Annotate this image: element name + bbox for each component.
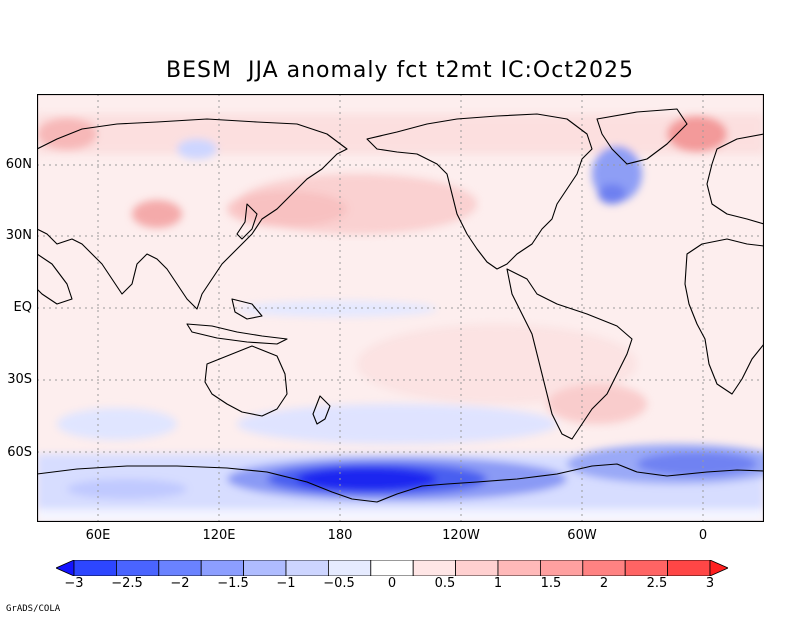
lat-label-30s: 30S xyxy=(7,372,32,387)
antarctica-outline xyxy=(37,463,764,503)
colorbar-label: −2.5 xyxy=(111,576,143,591)
colorbar-swatch xyxy=(582,560,626,576)
lon-label-60w: 60W xyxy=(567,528,597,543)
lat-label-60n: 60N xyxy=(5,157,32,172)
colorbar-swatch xyxy=(370,560,414,576)
coastlines xyxy=(37,108,764,503)
colorbar xyxy=(56,560,728,576)
anomaly-shading xyxy=(37,114,764,522)
colorbar-swatch xyxy=(667,560,711,576)
eurasia-outline xyxy=(37,118,348,310)
colorbar-label: 2.5 xyxy=(646,576,668,591)
colorbar-label: 1.5 xyxy=(540,576,562,591)
colorbar-label: −2 xyxy=(170,576,190,591)
colorbar-label: −1.5 xyxy=(217,576,249,591)
credit-text: GrADS/COLA xyxy=(6,604,61,614)
lon-label-60e: 60E xyxy=(85,528,111,543)
map-title: BESM JJA anomaly fct t2mt IC:Oct2025 xyxy=(166,58,634,83)
colorbar-swatch xyxy=(73,560,117,576)
colorbar-swatch xyxy=(455,560,499,576)
colorbar-label: 3 xyxy=(705,576,715,591)
colorbar-swatch xyxy=(497,560,541,576)
colorbar-label: −3 xyxy=(64,576,84,591)
colorbar-label: −0.5 xyxy=(323,576,355,591)
colorbar-swatch xyxy=(539,560,584,576)
lon-label-120e: 120E xyxy=(202,528,236,543)
colorbar-swatch xyxy=(200,560,244,576)
colorbar-swatch xyxy=(158,560,202,576)
lat-label-eq: EQ xyxy=(13,300,32,315)
colorbar-swatch xyxy=(327,560,372,576)
australia-outline xyxy=(204,345,288,417)
graticule xyxy=(37,94,764,522)
colorbar-min-arrow xyxy=(56,560,75,576)
lat-label-30n: 30N xyxy=(5,228,32,243)
temperature-anomaly-map xyxy=(37,94,764,522)
lon-label-0: 0 xyxy=(698,528,708,543)
colorbar-swatch xyxy=(243,560,287,576)
lat-label-60s: 60S xyxy=(7,445,32,460)
colorbar-label: −1 xyxy=(276,576,296,591)
colorbar-swatch xyxy=(116,560,160,576)
colorbar-label: 1 xyxy=(493,576,503,591)
lon-label-120w: 120W xyxy=(442,528,480,543)
map-frame xyxy=(37,94,764,522)
colorbar-label: 0.5 xyxy=(434,576,456,591)
colorbar-swatch xyxy=(412,560,457,576)
south-america-outline xyxy=(506,268,633,440)
colorbar-label: 0 xyxy=(387,576,397,591)
lon-label-180: 180 xyxy=(327,528,353,543)
colorbar-max-arrow xyxy=(709,560,728,576)
colorbar-swatch xyxy=(285,560,329,576)
north-america-outline xyxy=(366,113,593,270)
colorbar-label: 2 xyxy=(599,576,609,591)
colorbar-swatch xyxy=(624,560,669,576)
africa-outline xyxy=(684,238,764,395)
